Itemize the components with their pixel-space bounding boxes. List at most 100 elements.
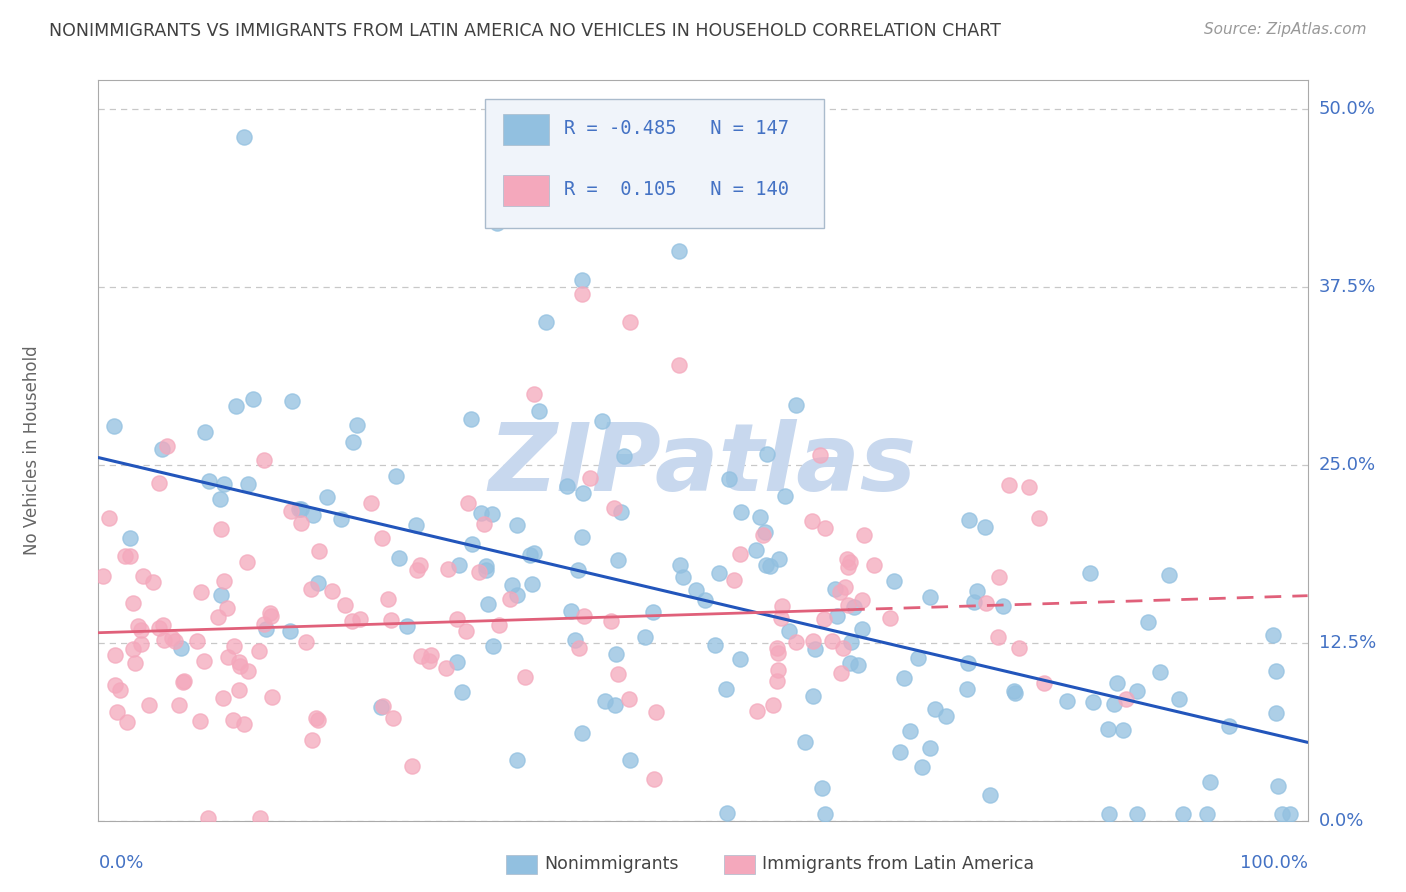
Text: NONIMMIGRANTS VS IMMIGRANTS FROM LATIN AMERICA NO VEHICLES IN HOUSEHOLD CORRELAT: NONIMMIGRANTS VS IMMIGRANTS FROM LATIN A… (49, 22, 1001, 40)
Immigrants from Latin America (418, 654, 440, 668)
Immigrants from Latin America (104, 678, 127, 692)
Nonimmigrants (481, 507, 503, 521)
Immigrants from Latin America (121, 596, 143, 610)
Nonimmigrants (103, 418, 125, 433)
Immigrants from Latin America (752, 528, 775, 542)
Immigrants from Latin America (603, 500, 626, 515)
Nonimmigrants (329, 512, 352, 526)
Nonimmigrants (748, 509, 770, 524)
Immigrants from Latin America (228, 655, 250, 669)
Immigrants from Latin America (108, 682, 131, 697)
Nonimmigrants (446, 655, 468, 669)
Nonimmigrants (591, 414, 613, 428)
Immigrants from Latin America (835, 552, 858, 566)
Nonimmigrants (1097, 723, 1119, 737)
Immigrants from Latin America (830, 665, 852, 680)
Immigrants from Latin America (173, 674, 195, 689)
Immigrants from Latin America (91, 569, 114, 583)
Nonimmigrants (838, 657, 860, 671)
Nonimmigrants (755, 558, 778, 572)
FancyBboxPatch shape (503, 113, 550, 145)
Immigrants from Latin America (148, 475, 170, 490)
Nonimmigrants (768, 552, 790, 566)
Immigrants from Latin America (156, 439, 179, 453)
Immigrants from Latin America (607, 667, 630, 681)
Nonimmigrants (1198, 775, 1220, 789)
Immigrants from Latin America (1028, 511, 1050, 525)
Nonimmigrants (1159, 567, 1181, 582)
Text: Immigrants from Latin America: Immigrants from Latin America (762, 855, 1035, 873)
Immigrants from Latin America (301, 733, 323, 747)
Immigrants from Latin America (998, 478, 1021, 492)
Nonimmigrants (641, 605, 664, 619)
Nonimmigrants (519, 548, 541, 562)
Immigrants from Latin America (247, 644, 270, 658)
Immigrants from Latin America (834, 580, 856, 594)
Nonimmigrants (633, 630, 655, 644)
Immigrants from Latin America (401, 758, 423, 772)
Immigrants from Latin America (813, 612, 835, 626)
Nonimmigrants (979, 788, 1001, 802)
Nonimmigrants (1098, 806, 1121, 821)
Nonimmigrants (315, 490, 337, 504)
Immigrants from Latin America (863, 558, 886, 572)
Immigrants from Latin America (299, 582, 322, 597)
Immigrants from Latin America (229, 658, 252, 673)
Immigrants from Latin America (499, 591, 522, 606)
Text: 37.5%: 37.5% (1319, 277, 1376, 296)
Immigrants from Latin America (360, 496, 382, 510)
Immigrants from Latin America (307, 713, 329, 727)
Nonimmigrants (669, 558, 692, 572)
Immigrants from Latin America (645, 705, 668, 719)
Nonimmigrants (1168, 692, 1191, 706)
Nonimmigrants (1002, 683, 1025, 698)
Immigrants from Latin America (879, 610, 901, 624)
Nonimmigrants (672, 570, 695, 584)
Immigrants from Latin America (828, 584, 851, 599)
Immigrants from Latin America (127, 618, 149, 632)
Immigrants from Latin America (97, 510, 120, 524)
Nonimmigrants (1265, 664, 1288, 678)
Immigrants from Latin America (454, 624, 477, 639)
FancyBboxPatch shape (503, 175, 550, 206)
Nonimmigrants (974, 519, 997, 533)
Nonimmigrants (486, 216, 509, 230)
Nonimmigrants (506, 753, 529, 767)
Immigrants from Latin America (803, 633, 825, 648)
Nonimmigrants (814, 806, 837, 821)
Immigrants from Latin America (152, 618, 174, 632)
Nonimmigrants (564, 632, 586, 647)
Immigrants from Latin America (259, 606, 281, 620)
Nonimmigrants (1004, 686, 1026, 700)
Nonimmigrants (1126, 684, 1149, 698)
Nonimmigrants (1261, 628, 1284, 642)
Nonimmigrants (522, 576, 544, 591)
Nonimmigrants (1173, 806, 1195, 821)
Nonimmigrants (1136, 615, 1159, 630)
Nonimmigrants (778, 624, 800, 639)
Nonimmigrants (907, 651, 929, 665)
Nonimmigrants (385, 469, 408, 483)
Nonimmigrants (619, 752, 641, 766)
Nonimmigrants (716, 805, 738, 820)
Nonimmigrants (208, 491, 231, 506)
Nonimmigrants (730, 651, 752, 665)
Immigrants from Latin America (342, 614, 364, 628)
Nonimmigrants (170, 640, 193, 655)
Nonimmigrants (898, 723, 921, 738)
Immigrants from Latin America (114, 549, 136, 564)
Immigrants from Latin America (769, 611, 792, 625)
Immigrants from Latin America (457, 495, 479, 509)
Nonimmigrants (745, 543, 768, 558)
Immigrants from Latin America (572, 609, 595, 624)
Nonimmigrants (1125, 806, 1147, 821)
Immigrants from Latin America (371, 699, 394, 714)
Immigrants from Latin America (446, 612, 468, 626)
Text: 0.0%: 0.0% (1319, 812, 1364, 830)
Nonimmigrants (707, 566, 730, 581)
Nonimmigrants (610, 505, 633, 519)
Nonimmigrants (534, 315, 557, 329)
Nonimmigrants (920, 740, 942, 755)
Immigrants from Latin America (409, 648, 432, 663)
Nonimmigrants (482, 639, 505, 653)
